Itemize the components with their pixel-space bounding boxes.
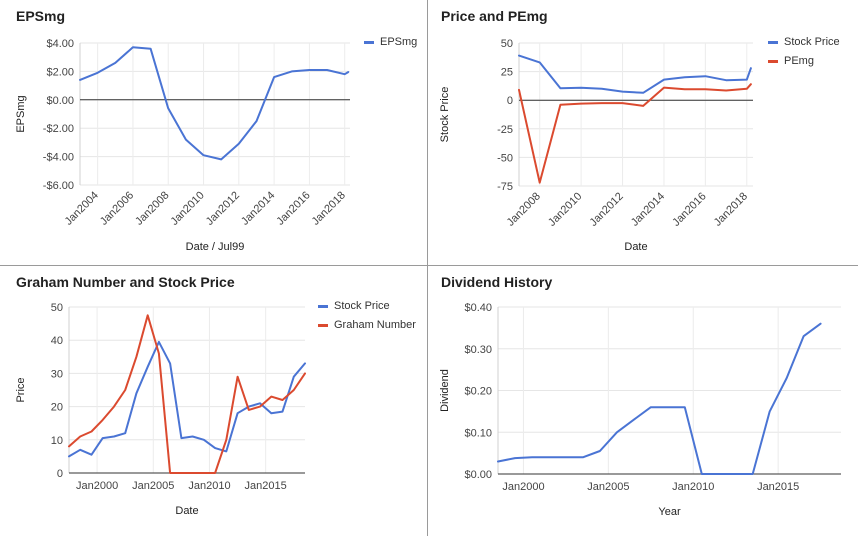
x-axis-title: Date — [175, 505, 198, 517]
y-tick-label: $0.00 — [464, 469, 492, 481]
y-tick-label: 30 — [51, 368, 63, 380]
x-tick-label: Jan2016 — [274, 189, 312, 227]
x-axis-title: Date / Jul99 — [186, 241, 245, 253]
x-tick-label: Jan2018 — [310, 189, 348, 227]
x-tick-label: Jan2006 — [98, 189, 136, 227]
series-line-pemg — [518, 83, 752, 184]
epsmg-chart: $4.00 $2.00 $0.00 -$2.00 -$4.00 -$6.00Jan2004… — [15, 36, 417, 253]
x-tick-label: Jan2010 — [546, 190, 584, 228]
chart-title: Dividend History — [441, 274, 553, 290]
legend-swatch — [318, 305, 328, 308]
legend-label: Stock Price — [784, 36, 840, 48]
x-tick-label: Jan2010 — [672, 481, 714, 493]
y-tick-label: 0 — [57, 468, 63, 480]
legend-label: EPSmg — [380, 36, 417, 48]
y-tick-label: 20 — [51, 402, 63, 414]
y-tick-label: 50 — [51, 302, 63, 314]
y-tick-label: -$4.00 — [43, 152, 74, 164]
y-tick-label: $0.40 — [464, 302, 492, 314]
y-axis-title: Stock Price — [439, 87, 451, 143]
series-line-epsmg — [79, 46, 350, 161]
graham-chart: 50 40 30 20 10 0 Jan2000 Jan2005 Jan2010 Jan2015 D… — [15, 300, 416, 517]
divider-vertical — [427, 0, 428, 536]
y-tick-label: -$2.00 — [43, 123, 74, 135]
y-axis-title: Price — [15, 377, 27, 402]
y-tick-label: 40 — [51, 335, 63, 347]
x-tick-label: Jan2008 — [505, 190, 543, 228]
series-line-dividend — [497, 322, 822, 475]
x-tick-label: Jan2000 — [502, 481, 544, 493]
legend-label: Graham Number — [334, 319, 416, 331]
x-tick-label: Jan2015 — [245, 480, 287, 492]
y-tick-label: -75 — [497, 181, 513, 193]
legend-swatch — [768, 41, 778, 44]
x-tick-label: Jan2014 — [239, 189, 277, 227]
x-tick-label: Jan2010 — [168, 189, 206, 227]
x-tick-label: Jan2000 — [76, 480, 118, 492]
legend-swatch — [768, 60, 778, 63]
series-line-graham-number — [68, 314, 306, 474]
x-tick-label: Jan2008 — [133, 189, 171, 227]
y-tick-label: $0.00 — [46, 95, 74, 107]
price-pemg-chart-panel: Price and PEmg 50 25 0 -25 -50 -75 Jan2008 Jan2… — [428, 0, 858, 265]
x-axis-title: Year — [658, 506, 681, 518]
y-tick-label: 50 — [501, 38, 513, 50]
x-tick-label: Jan2005 — [132, 480, 174, 492]
chart-title: EPSmg — [16, 8, 66, 24]
y-tick-label: 0 — [507, 95, 513, 107]
y-tick-label: 25 — [501, 67, 513, 79]
legend-label: Stock Price — [334, 300, 390, 312]
y-tick-label: $0.30 — [464, 344, 492, 356]
x-tick-label: Jan2018 — [712, 190, 750, 228]
legend-swatch — [364, 41, 374, 44]
y-axis-title: Dividend — [439, 369, 451, 412]
y-tick-label: $0.10 — [464, 427, 492, 439]
series-line-stock-price — [68, 340, 306, 458]
y-tick-label: -$6.00 — [43, 180, 74, 192]
chart-title: Price and PEmg — [441, 8, 548, 24]
epsmg-chart-panel: EPSmg $4.00 $2.00 $0.00 -$2.00 -$4.00 -$6.00 J… — [0, 0, 427, 265]
x-axis-title: Date — [624, 241, 647, 253]
x-tick-label: Jan2012 — [204, 189, 242, 227]
x-tick-label: Jan2014 — [629, 190, 667, 228]
y-tick-label: $4.00 — [46, 38, 74, 50]
y-tick-label: $0.20 — [464, 386, 492, 398]
dividend-chart-panel: Dividend History $0.40 $0.30 $0.20 $0.10 $0.… — [428, 266, 858, 536]
y-tick-label: -25 — [497, 124, 513, 136]
y-tick-label: 10 — [51, 435, 63, 447]
series-line-stock-price — [518, 54, 752, 94]
x-tick-label: Jan2012 — [587, 190, 625, 228]
y-tick-label: -50 — [497, 152, 513, 164]
divider-horizontal — [0, 265, 858, 266]
legend-label: PEmg — [784, 55, 814, 67]
legend-swatch — [318, 324, 328, 327]
x-tick-label: Jan2015 — [757, 481, 799, 493]
chart-title: Graham Number and Stock Price — [16, 274, 235, 290]
x-tick-label: Jan2016 — [670, 190, 708, 228]
x-tick-label: Jan2005 — [587, 481, 629, 493]
x-tick-label: Jan2010 — [188, 480, 230, 492]
y-tick-label: $2.00 — [46, 66, 74, 78]
x-tick-label: Jan2004 — [63, 189, 101, 227]
y-axis-title: EPSmg — [15, 95, 27, 132]
dividend-chart: $0.40 $0.30 $0.20 $0.10 $0.00 Jan2000 Jan2005 J… — [439, 302, 841, 518]
graham-chart-panel: Graham Number and Stock Price 50 40 30 20 10… — [0, 266, 427, 536]
